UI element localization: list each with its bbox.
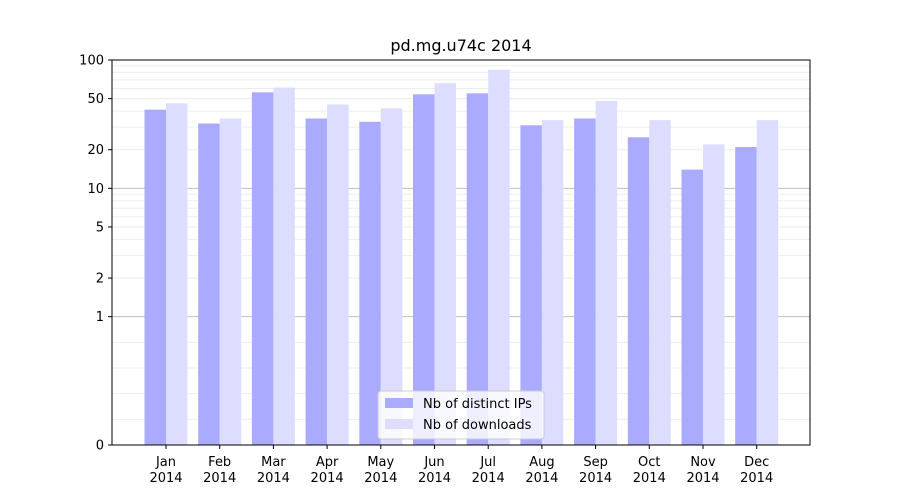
bar-ips	[359, 121, 381, 445]
x-tick-label-year: 2014	[418, 471, 451, 486]
legend: Nb of distinct IPs Nb of downloads	[377, 390, 545, 440]
x-tick-label-year: 2014	[579, 471, 612, 486]
y-tick-label: 20	[87, 143, 104, 158]
x-tick-label-year: 2014	[149, 471, 182, 486]
bar-ips	[627, 137, 650, 446]
legend-swatch	[385, 419, 413, 429]
bar-ips	[520, 125, 542, 446]
bar-ips	[305, 118, 328, 446]
y-tick-label: 0	[96, 439, 104, 454]
x-tick-label-month: Mar	[261, 455, 286, 470]
legend-label: Nb of distinct IPs	[423, 397, 532, 412]
y-tick-label: 10	[87, 182, 104, 197]
bar-downloads	[649, 120, 671, 446]
x-tick-label-year: 2014	[257, 471, 290, 486]
x-tick-label-month: Nov	[690, 455, 716, 470]
bar-downloads	[273, 87, 295, 445]
x-tick-label-month: Jan	[155, 455, 176, 470]
bar-ips	[198, 123, 220, 446]
x-tick-label-month: Jul	[479, 455, 496, 470]
x-tick-label-year: 2014	[311, 471, 344, 486]
bar-ips	[251, 92, 274, 446]
bar-downloads	[595, 100, 618, 445]
bar-downloads	[380, 108, 403, 446]
bar-downloads	[703, 144, 725, 445]
bar-downloads	[541, 120, 564, 446]
bar-ips	[735, 146, 757, 445]
x-tick-label-month: Apr	[316, 455, 339, 470]
x-tick-label-year: 2014	[364, 471, 397, 486]
x-tick-label-month: Dec	[744, 455, 769, 470]
y-tick-label: 5	[96, 220, 104, 235]
x-tick-label-month: Sep	[583, 455, 608, 470]
x-tick-label-month: Jun	[423, 455, 444, 470]
bars	[144, 69, 779, 446]
legend-swatch	[385, 398, 413, 408]
bar-downloads	[327, 104, 349, 445]
bar-ips	[413, 94, 435, 445]
y-axis: 0 1 2 5 10 20 50 100	[79, 54, 112, 454]
chart-title: pd.mg.u74c 2014	[390, 36, 531, 55]
bar-ips	[574, 118, 596, 446]
x-tick-label-year: 2014	[203, 471, 236, 486]
bar-ips	[681, 169, 703, 445]
x-tick-label-year: 2014	[633, 471, 666, 486]
x-tick-label-year: 2014	[686, 471, 719, 486]
bar-downloads	[434, 83, 456, 445]
x-tick-label-month: Oct	[638, 455, 660, 470]
x-tick-label-year: 2014	[740, 471, 773, 486]
y-tick-label: 2	[96, 272, 104, 287]
bar-downloads	[488, 69, 510, 445]
x-tick-label-month: Feb	[208, 455, 231, 470]
legend-label: Nb of downloads	[423, 418, 532, 433]
bar-downloads	[166, 103, 188, 445]
x-tick-label-year: 2014	[525, 471, 558, 486]
y-tick-label: 50	[87, 92, 104, 107]
bar-downloads	[219, 118, 242, 446]
bar-ips	[466, 93, 489, 445]
bar-ips	[144, 109, 166, 445]
x-tick-label-month: May	[367, 455, 394, 470]
legend-box	[377, 390, 545, 440]
x-tick-label-month: Aug	[529, 455, 554, 470]
x-axis: Jan2014Feb2014Mar2014Apr2014May2014Jun20…	[149, 445, 773, 486]
bar-downloads	[756, 120, 779, 446]
y-tick-label: 100	[79, 54, 104, 69]
y-tick-label: 1	[96, 310, 104, 325]
x-tick-label-year: 2014	[472, 471, 505, 486]
plot-frame	[111, 59, 811, 446]
